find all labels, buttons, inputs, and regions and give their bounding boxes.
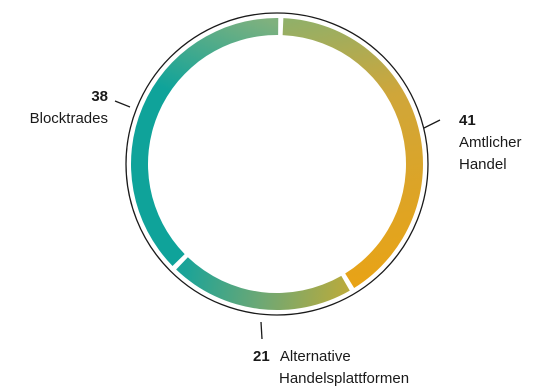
- slice-amtlicher-handel: [282, 18, 423, 288]
- leader-alternative-handelsplattformen: [260, 321, 263, 340]
- slice-label-amtlicher-handel: 41 Amtlicher Handel: [459, 110, 522, 176]
- slice-value: 21: [253, 348, 270, 365]
- slice-alternative-handelsplattformen: [176, 257, 350, 310]
- slice-label-alternative-handelsplattformen: 21 Alternative Handelsplattformen: [253, 346, 409, 390]
- slice-name-line: Handel: [459, 156, 507, 173]
- slice-blocktrades: [131, 18, 279, 266]
- slice-name-line: Handelsplattformen: [279, 370, 410, 387]
- leader-blocktrades: [114, 100, 131, 108]
- slice-name-line: Amtlicher: [459, 134, 522, 151]
- donut-frame-circle: [125, 12, 429, 316]
- slice-value: 41: [459, 112, 476, 129]
- slice-value: 38: [91, 88, 108, 105]
- leader-amtlicher-handel: [423, 119, 441, 129]
- slice-name-line: Alternative: [279, 348, 351, 365]
- slice-name-line: Blocktrades: [29, 110, 108, 127]
- slice-label-blocktrades: 38 Blocktrades: [8, 86, 108, 130]
